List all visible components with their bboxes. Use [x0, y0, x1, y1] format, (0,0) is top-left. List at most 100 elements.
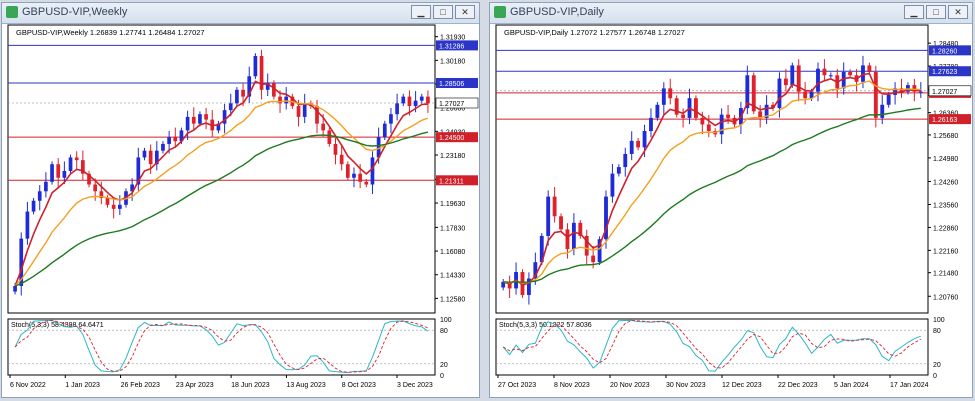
time-axis-label: 3 Dec 2023 — [397, 382, 433, 389]
price-axis-label: 1.17830 — [440, 225, 465, 232]
candle-body — [185, 116, 190, 131]
candle-body — [616, 167, 621, 174]
candle-body — [272, 83, 276, 97]
price-level-label: 1.24500 — [439, 135, 464, 142]
candle-body — [111, 204, 116, 209]
candle-body — [81, 160, 85, 174]
weekly-chart-window[interactable]: GBPUSD-VIP,Weekly ▁ □ ✕ GBPUSD-VIP,Weekl… — [1, 2, 480, 398]
candle-body — [681, 114, 686, 118]
candle-body — [247, 76, 252, 97]
candle-body — [655, 104, 660, 118]
minimize-button[interactable]: ▁ — [411, 5, 431, 19]
candle-body — [401, 96, 406, 104]
stochastic-axis-label: 0 — [440, 373, 444, 380]
candle-body — [668, 88, 673, 99]
candle-body — [327, 130, 332, 144]
price-axis-label: 1.19630 — [440, 201, 465, 208]
time-axis-label: 23 Apr 2023 — [176, 382, 214, 389]
candle-body — [44, 181, 48, 192]
stochastic-axis-label: 80 — [440, 328, 448, 335]
chart-header-ohlc: GBPUSD-VIP,Weekly 1.26839 1.27741 1.2648… — [16, 28, 205, 37]
price-level-tag — [436, 40, 478, 51]
candle-body — [376, 137, 381, 158]
time-axis-label: 1 Jan 2023 — [65, 382, 100, 389]
price-axis-label: 1.12580 — [440, 296, 465, 303]
candle-body — [790, 65, 795, 86]
stochastic-axis-label: 20 — [440, 362, 448, 369]
candle-body — [302, 103, 307, 117]
candle-body — [136, 157, 141, 185]
time-axis-label: 5 Jan 2024 — [834, 382, 869, 389]
time-axis-label: 17 Jan 2024 — [890, 382, 929, 389]
candle-body — [584, 235, 589, 256]
candle-body — [841, 71, 846, 89]
candle-body — [539, 235, 544, 263]
current-price-tag — [435, 97, 479, 109]
candle-body — [339, 154, 344, 165]
close-button[interactable]: ✕ — [948, 5, 968, 19]
daily-titlebar[interactable]: GBPUSD-VIP,Daily ▁ □ ✕ — [490, 3, 972, 24]
fast-moving-average-line — [502, 72, 921, 286]
price-axis-label: 1.20760 — [933, 294, 958, 301]
candle-body — [816, 68, 820, 92]
stochastic-panel-frame — [495, 318, 929, 376]
daily-chart-window[interactable]: GBPUSD-VIP,Daily ▁ □ ✕ GBPUSD-VIP,Daily … — [489, 2, 973, 398]
candle-body — [68, 157, 73, 171]
maximize-button[interactable]: □ — [433, 5, 453, 19]
main-plot-frame — [7, 24, 436, 314]
candle-body — [578, 222, 583, 236]
candle-body — [700, 117, 705, 125]
stochastic-axis-label: 100 — [440, 317, 452, 324]
candle-body — [764, 104, 769, 118]
price-axis-label: 1.14330 — [440, 273, 465, 280]
stochastic-axis-label: 0 — [933, 373, 937, 380]
stochastic-signal-line — [14, 320, 429, 373]
candle-body — [636, 140, 641, 148]
minimize-button[interactable]: ▁ — [904, 5, 924, 19]
candle-body — [333, 143, 338, 155]
candle-body — [623, 153, 628, 168]
weekly-chart[interactable]: GBPUSD-VIP,Weekly 1.26839 1.27741 1.2648… — [2, 23, 479, 397]
candle-body — [204, 114, 208, 120]
candle-body — [278, 96, 282, 104]
medium-moving-average-line — [503, 80, 921, 284]
candle-body — [822, 68, 827, 76]
candle-body — [228, 103, 233, 111]
candle-body — [828, 75, 833, 77]
candle-body — [552, 196, 557, 217]
weekly-titlebar[interactable]: GBPUSD-VIP,Weekly ▁ □ ✕ — [2, 3, 479, 24]
close-button[interactable]: ✕ — [455, 5, 475, 19]
candle-body — [31, 200, 36, 212]
maximize-button[interactable]: □ — [926, 5, 946, 19]
price-axis-label: 1.26680 — [440, 106, 465, 113]
candle-body — [167, 137, 171, 144]
price-level-tag — [436, 175, 478, 186]
candle-body — [19, 238, 24, 286]
slow-moving-average-line — [14, 131, 429, 287]
candle-body — [565, 229, 570, 250]
candle-body — [694, 98, 698, 118]
candle-body — [571, 222, 576, 250]
candle-body — [507, 281, 512, 289]
price-axis-label: 1.23180 — [440, 153, 465, 160]
candle-body — [803, 91, 808, 99]
price-axis-label: 1.22160 — [933, 248, 958, 255]
candle-body — [222, 110, 227, 124]
fast-moving-average-line — [14, 80, 428, 287]
candle-body — [198, 114, 202, 124]
candle-body — [783, 78, 788, 86]
candle-body — [191, 116, 196, 124]
candle-body — [321, 123, 326, 131]
stochastic-signal-line — [502, 320, 922, 369]
time-axis-label: 30 Nov 2023 — [666, 382, 706, 389]
candle-body — [37, 191, 42, 201]
candle-body — [642, 131, 647, 148]
candle-body — [395, 103, 399, 115]
price-level-label: 1.27623 — [932, 69, 957, 76]
main-plot-frame — [495, 24, 929, 314]
candle-body — [358, 173, 362, 182]
candle-body — [74, 157, 79, 161]
daily-chart[interactable]: GBPUSD-VIP,Daily 1.27072 1.27577 1.26748… — [490, 23, 972, 397]
candle-body — [706, 124, 711, 132]
candle-body — [179, 130, 184, 142]
